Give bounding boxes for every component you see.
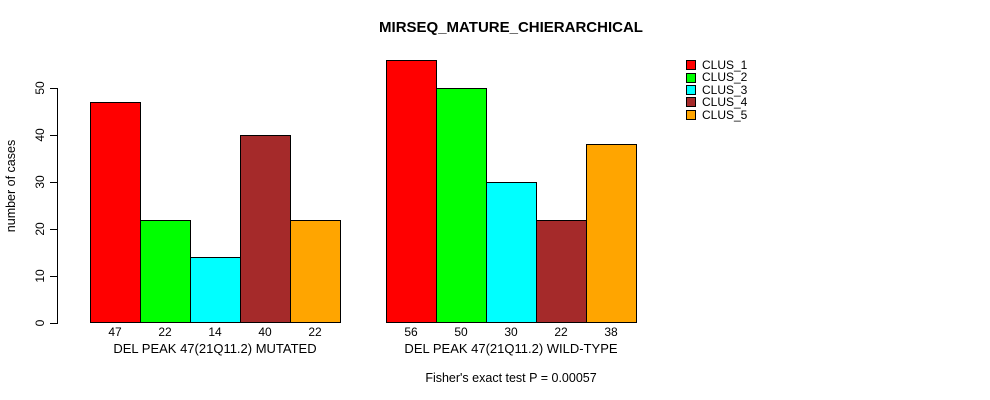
y-tick-label: 10	[33, 269, 47, 283]
bar-clus_5	[586, 144, 637, 323]
legend-item: CLUS_5	[686, 107, 748, 122]
y-tick-label: 50	[33, 81, 47, 95]
legend-item-label: CLUS_1	[702, 58, 748, 72]
legend-swatch-clus_4	[686, 97, 696, 108]
group-axis-label: DEL PEAK 47(21Q11.2) WILD-TYPE	[404, 341, 618, 356]
bar-value-label: 38	[604, 325, 618, 339]
legend: CLUS_1 CLUS_2 CLUS_3 CLUS_4 CLUS_5	[686, 59, 747, 121]
bar-clus_2	[436, 88, 487, 323]
legend-item: CLUS_4	[686, 95, 748, 110]
bar-value-label: 22	[308, 325, 322, 339]
legend-item: CLUS_1	[686, 59, 747, 71]
legend-item-label: CLUS_5	[702, 107, 748, 122]
y-tick-label: 40	[33, 128, 47, 142]
y-tick-mark	[50, 276, 57, 277]
chart-title: MIRSEQ_MATURE_CHIERARCHICAL	[379, 19, 643, 36]
y-axis-label: number of cases	[4, 139, 18, 233]
y-tick-label: 20	[33, 222, 47, 236]
legend-item-label: CLUS_2	[702, 70, 748, 85]
bar-clus_1	[386, 60, 437, 323]
bar-clus_3	[486, 182, 537, 323]
legend-swatch-clus_1	[686, 60, 696, 71]
y-axis-line	[57, 88, 58, 324]
bar-value-label: 56	[404, 325, 418, 339]
group-axis-label: DEL PEAK 47(21Q11.2) MUTATED	[113, 341, 317, 356]
bar-value-label: 50	[454, 325, 468, 339]
legend-swatch-clus_3	[686, 84, 696, 95]
legend-swatch-clus_2	[686, 72, 696, 83]
legend-swatch-clus_5	[686, 109, 696, 120]
y-tick-mark	[50, 88, 57, 89]
bar-value-label: 47	[108, 325, 122, 339]
bar-clus_1	[90, 102, 141, 323]
bar-value-label: 22	[158, 325, 172, 339]
bar-value-label: 22	[554, 325, 568, 339]
y-tick-mark	[50, 229, 57, 230]
bar-clus_4	[240, 135, 291, 323]
bar-value-label: 30	[504, 325, 518, 339]
bar-clus_3	[190, 257, 241, 323]
legend-item: CLUS_2	[686, 70, 748, 85]
legend-item: CLUS_3	[686, 82, 748, 97]
annotation-text: Fisher's exact test P = 0.00057	[425, 371, 597, 385]
y-tick-mark	[50, 323, 57, 324]
y-tick-mark	[50, 135, 57, 136]
y-tick-label: 0	[33, 319, 47, 327]
bar-clus_4	[536, 220, 587, 323]
bar-clus_2	[140, 220, 191, 323]
legend-item-label: CLUS_3	[702, 82, 748, 97]
bar-value-label: 14	[208, 325, 222, 339]
legend-item-label: CLUS_4	[702, 95, 748, 110]
y-tick-mark	[50, 182, 57, 183]
bar-value-label: 40	[258, 325, 272, 339]
bar-clus_5	[290, 220, 341, 323]
y-tick-label: 30	[33, 175, 47, 189]
